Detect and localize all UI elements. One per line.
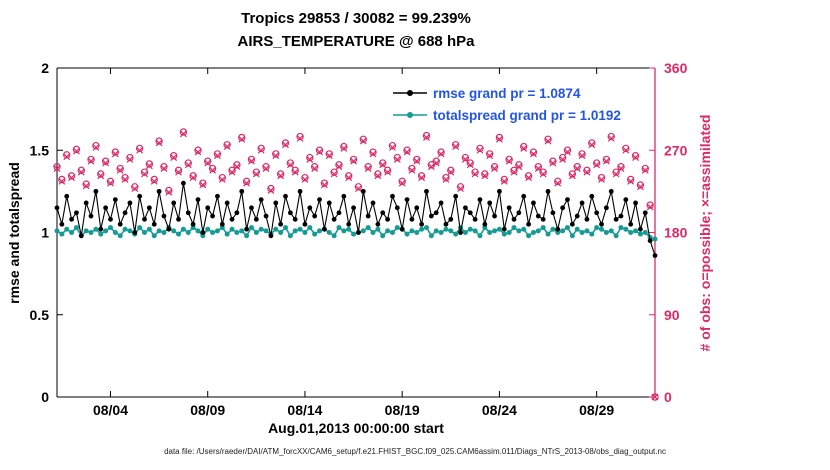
legend-row-totalspread: totalspread grand pr = 1.0192 [392,104,621,126]
svg-text:90: 90 [664,307,680,323]
svg-text:08/04: 08/04 [93,402,128,418]
svg-text:0: 0 [664,389,672,405]
svg-text:0.5: 0.5 [30,307,50,323]
svg-text:1: 1 [41,225,49,241]
obs-markers [53,128,659,401]
x-axis-ticks: 08/04 08/09 08/14 08/19 08/24 08/29 [93,68,614,418]
y-axis-label-left: rmse and totalspread [6,162,22,304]
svg-text:08/09: 08/09 [190,402,225,418]
svg-text:0: 0 [41,389,49,405]
svg-text:08/14: 08/14 [287,402,322,418]
legend: rmse grand pr = 1.0874 totalspread grand… [392,82,621,126]
svg-text:2: 2 [41,60,49,76]
x-axis-label: Aug.01,2013 00:00:00 start [268,420,444,436]
svg-text:360: 360 [664,60,688,76]
svg-text:1.5: 1.5 [30,142,50,158]
rmse-series [54,180,658,258]
rmse-legend-marker-icon [393,90,427,96]
svg-text:08/29: 08/29 [579,402,614,418]
right-axis-ticks: 0 90 180 270 360 [649,60,688,405]
svg-text:270: 270 [664,142,688,158]
chart-title-line1: Tropics 29853 / 30082 = 99.239% [241,10,471,27]
left-axis-ticks: 0 0.5 1 1.5 2 [30,60,63,405]
legend-label-totalspread: totalspread grand pr = 1.0192 [433,107,621,123]
totalspread-legend-marker-icon [393,112,427,118]
totalspread-series [54,225,658,242]
legend-label-rmse: rmse grand pr = 1.0874 [433,85,581,101]
svg-text:08/19: 08/19 [385,402,420,418]
chart-title-line2: AIRS_TEMPERATURE @ 688 hPa [237,33,475,50]
data-file-caption: data file: /Users/raeder/DAI/ATM_forcXX/… [164,447,666,456]
svg-text:08/24: 08/24 [482,402,517,418]
svg-text:180: 180 [664,225,688,241]
legend-row-rmse: rmse grand pr = 1.0874 [392,82,621,104]
y-axis-label-right: # of obs: o=possible; ×=assimilated [697,114,713,352]
